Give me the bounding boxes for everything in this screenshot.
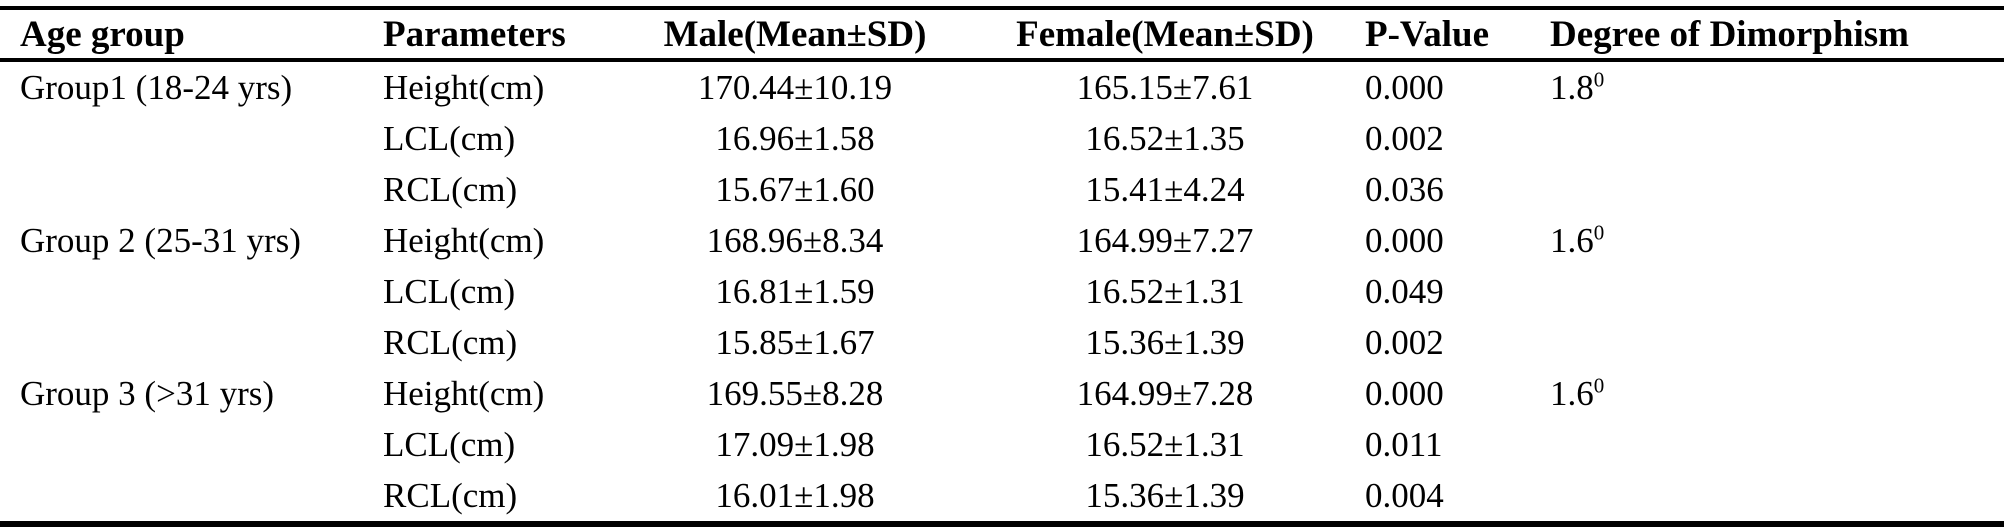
cell-age-group bbox=[0, 419, 375, 470]
cell-female-mean-sd: 165.15±7.61 bbox=[1076, 67, 1254, 107]
table-row: LCL(cm) 16.96±1.58 16.52±1.35 0.002 bbox=[0, 113, 2004, 164]
cell-age-group bbox=[0, 113, 375, 164]
cell-female-mean-sd: 16.52±1.31 bbox=[1085, 424, 1245, 464]
dimorphism-table: Age group Parameters Male(Mean±SD) Femal… bbox=[0, 6, 2004, 527]
cell-parameter: RCL(cm) bbox=[383, 322, 518, 362]
cell-age-group: Group 2 (25-31 yrs) bbox=[20, 220, 301, 260]
cell-parameter: LCL(cm) bbox=[383, 424, 516, 464]
table-row: Group1 (18-24 yrs) Height(cm) 170.44±10.… bbox=[0, 60, 2004, 113]
column-header-male: Male(Mean±SD) bbox=[625, 6, 965, 62]
cell-age-group bbox=[0, 164, 375, 215]
column-header-p-value: P-Value bbox=[1365, 6, 1550, 62]
cell-p-value: 0.000 bbox=[1365, 220, 1444, 260]
cell-male-mean-sd: 15.85±1.67 bbox=[715, 322, 875, 362]
cell-parameter: RCL(cm) bbox=[383, 475, 518, 515]
cell-male-mean-sd: 15.67±1.60 bbox=[715, 169, 875, 209]
table-row: Group 3 (>31 yrs) Height(cm) 169.55±8.28… bbox=[0, 368, 2004, 419]
cell-dimorphism bbox=[1550, 164, 2004, 215]
cell-parameter: Height(cm) bbox=[383, 373, 545, 413]
cell-dimorphism bbox=[1550, 266, 2004, 317]
cell-age-group bbox=[0, 266, 375, 317]
column-header-age-group: Age group bbox=[0, 6, 375, 62]
cell-p-value: 0.002 bbox=[1365, 322, 1444, 362]
table-row: Group 2 (25-31 yrs) Height(cm) 168.96±8.… bbox=[0, 215, 2004, 266]
cell-dimorphism bbox=[1550, 113, 2004, 164]
dimorphism-superscript: 0 bbox=[1593, 219, 1605, 244]
cell-p-value: 0.000 bbox=[1365, 373, 1444, 413]
cell-male-mean-sd: 170.44±10.19 bbox=[697, 67, 893, 107]
table-row: RCL(cm) 15.67±1.60 15.41±4.24 0.036 bbox=[0, 164, 2004, 215]
dimorphism-value: 1.8 bbox=[1550, 67, 1594, 107]
table-row: RCL(cm) 16.01±1.98 15.36±1.39 0.004 bbox=[0, 470, 2004, 524]
cell-age-group bbox=[0, 317, 375, 368]
cell-parameter: Height(cm) bbox=[383, 67, 545, 107]
cell-male-mean-sd: 168.96±8.34 bbox=[706, 220, 884, 260]
cell-age-group: Group 3 (>31 yrs) bbox=[20, 373, 275, 413]
cell-dimorphism bbox=[1550, 419, 2004, 470]
cell-dimorphism: 1.60 bbox=[1550, 368, 2004, 419]
cell-dimorphism: 1.60 bbox=[1550, 215, 2004, 266]
dimorphism-superscript: 0 bbox=[1593, 66, 1605, 91]
cell-p-value: 0.036 bbox=[1365, 169, 1444, 209]
cell-dimorphism bbox=[1550, 470, 2004, 524]
cell-p-value: 0.000 bbox=[1365, 67, 1444, 107]
table-row: RCL(cm) 15.85±1.67 15.36±1.39 0.002 bbox=[0, 317, 2004, 368]
cell-parameter: RCL(cm) bbox=[383, 169, 518, 209]
cell-female-mean-sd: 164.99±7.28 bbox=[1076, 373, 1254, 413]
column-header-parameters: Parameters bbox=[375, 6, 625, 62]
dimorphism-superscript: 0 bbox=[1593, 372, 1605, 397]
cell-female-mean-sd: 15.41±4.24 bbox=[1085, 169, 1245, 209]
cell-dimorphism bbox=[1550, 317, 2004, 368]
cell-female-mean-sd: 15.36±1.39 bbox=[1085, 322, 1245, 362]
cell-male-mean-sd: 17.09±1.98 bbox=[715, 424, 875, 464]
cell-female-mean-sd: 164.99±7.27 bbox=[1076, 220, 1254, 260]
cell-female-mean-sd: 16.52±1.35 bbox=[1085, 118, 1245, 158]
cell-male-mean-sd: 16.96±1.58 bbox=[715, 118, 875, 158]
cell-parameter: LCL(cm) bbox=[383, 118, 516, 158]
cell-male-mean-sd: 16.81±1.59 bbox=[715, 271, 875, 311]
cell-parameter: LCL(cm) bbox=[383, 271, 516, 311]
cell-p-value: 0.004 bbox=[1365, 475, 1444, 515]
table-header: Age group Parameters Male(Mean±SD) Femal… bbox=[0, 6, 2004, 62]
cell-male-mean-sd: 169.55±8.28 bbox=[706, 373, 884, 413]
table-body: Group1 (18-24 yrs) Height(cm) 170.44±10.… bbox=[0, 60, 2004, 524]
table-row: LCL(cm) 16.81±1.59 16.52±1.31 0.049 bbox=[0, 266, 2004, 317]
dimorphism-value: 1.6 bbox=[1550, 220, 1594, 260]
cell-parameter: Height(cm) bbox=[383, 220, 545, 260]
cell-p-value: 0.002 bbox=[1365, 118, 1444, 158]
cell-female-mean-sd: 15.36±1.39 bbox=[1085, 475, 1245, 515]
column-header-dimorphism: Degree of Dimorphism bbox=[1550, 6, 2004, 62]
cell-age-group bbox=[0, 470, 375, 524]
column-header-female: Female(Mean±SD) bbox=[965, 6, 1365, 62]
table-row: LCL(cm) 17.09±1.98 16.52±1.31 0.011 bbox=[0, 419, 2004, 470]
dimorphism-value: 1.6 bbox=[1550, 373, 1594, 413]
cell-p-value: 0.049 bbox=[1365, 271, 1444, 311]
cell-p-value: 0.011 bbox=[1365, 424, 1443, 464]
cell-age-group: Group1 (18-24 yrs) bbox=[20, 67, 293, 107]
cell-male-mean-sd: 16.01±1.98 bbox=[715, 475, 875, 515]
cell-female-mean-sd: 16.52±1.31 bbox=[1085, 271, 1245, 311]
cell-dimorphism: 1.80 bbox=[1550, 60, 2004, 113]
header-row: Age group Parameters Male(Mean±SD) Femal… bbox=[0, 6, 2004, 62]
